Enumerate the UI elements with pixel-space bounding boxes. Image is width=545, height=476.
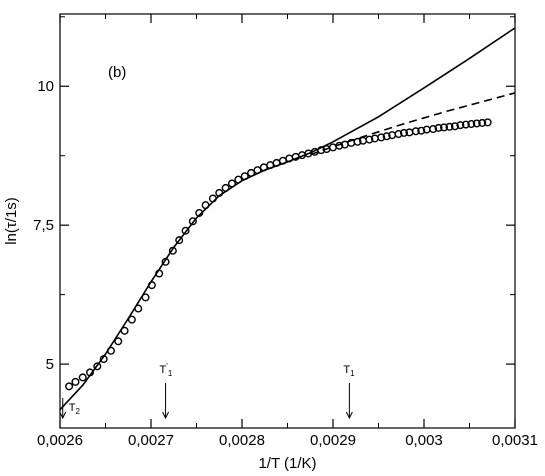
x-tick-label: 0,0031 <box>492 432 538 449</box>
data-point <box>65 382 74 391</box>
data-point <box>93 362 102 371</box>
data-point <box>411 127 420 136</box>
data-point <box>483 118 492 127</box>
temperature-marker: T2 <box>59 398 81 420</box>
data-point <box>365 135 374 144</box>
data-point <box>399 128 408 137</box>
data-point <box>434 123 443 132</box>
y-tick-label: 10 <box>37 78 54 95</box>
data-point <box>188 217 197 226</box>
y-axis: 5 7,5 10 <box>33 16 515 373</box>
plot-frame <box>59 13 516 429</box>
data-point <box>394 130 403 139</box>
data-point <box>208 194 217 203</box>
y-axis-title: ln(τ/1s) <box>3 197 20 245</box>
data-point <box>478 118 487 127</box>
data-point <box>472 119 481 128</box>
solid-fit-line <box>60 27 515 411</box>
x-axis: 0,0026 0,0027 0,0028 0,0029 0,003 0,0031 <box>37 14 538 449</box>
data-point <box>181 226 190 235</box>
data-point <box>175 236 184 245</box>
data-point <box>467 120 476 129</box>
data-point <box>450 122 459 131</box>
data-point <box>71 377 80 386</box>
data-point <box>78 373 87 382</box>
plot-area <box>59 13 516 429</box>
panel-label: (b) <box>108 64 126 81</box>
temperature-marker: T1 <box>343 364 355 420</box>
marker-label: T'1 <box>160 362 173 378</box>
x-tick-label: 0,0027 <box>128 432 174 449</box>
y-tick-label: 7,5 <box>33 217 54 234</box>
y-tick-label: 5 <box>46 356 54 373</box>
x-tick-label: 0,0026 <box>37 432 83 449</box>
x-tick-label: 0,003 <box>405 432 443 449</box>
data-point <box>329 143 338 152</box>
data-point <box>377 133 386 142</box>
data-point <box>114 337 123 346</box>
marker-arrow-head <box>162 411 170 420</box>
marker-label: T2 <box>69 402 81 416</box>
marker-arrow-head <box>59 411 67 420</box>
series-layer <box>60 27 515 411</box>
marker-arrow-head <box>345 411 353 420</box>
annotations: T2 T'1 T1 <box>59 362 355 420</box>
data-point <box>456 121 465 130</box>
data-points <box>65 118 492 391</box>
dashed-fit-line <box>309 92 515 156</box>
data-point <box>429 125 438 134</box>
x-tick-label: 0,0029 <box>310 432 356 449</box>
marker-label: T1 <box>343 364 355 378</box>
data-point <box>382 132 391 141</box>
data-point <box>127 315 136 324</box>
data-point <box>445 122 454 131</box>
temperature-marker: T'1 <box>160 362 173 420</box>
data-point <box>353 137 362 146</box>
data-point <box>461 120 470 129</box>
x-tick-label: 0,0028 <box>219 432 265 449</box>
data-point <box>417 126 426 135</box>
data-point <box>440 123 449 132</box>
x-axis-title: 1/T (1/K) <box>258 455 316 472</box>
